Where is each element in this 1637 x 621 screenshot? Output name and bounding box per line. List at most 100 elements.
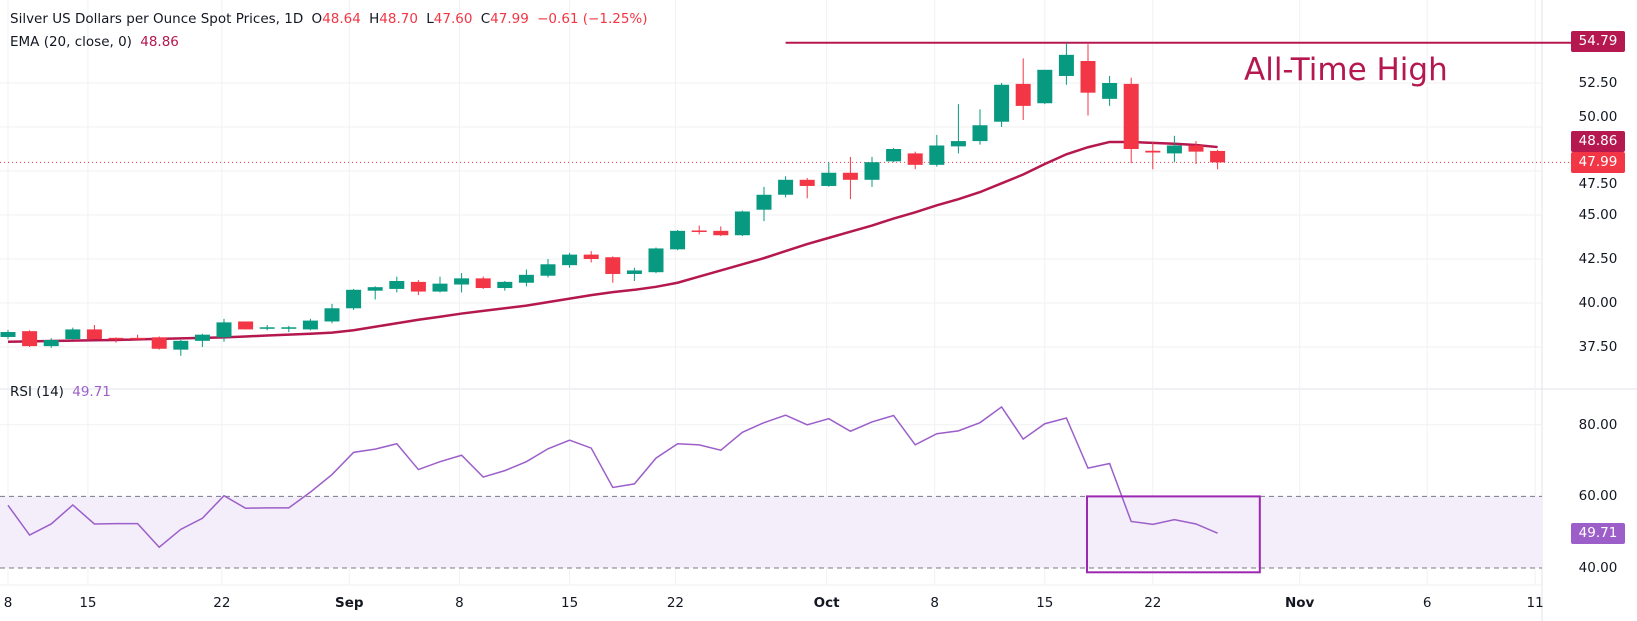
candle-down (86, 329, 102, 340)
ema-legend[interactable]: EMA (20, close, 0) 48.86 (10, 34, 183, 50)
open-value: O48.64 (311, 11, 361, 27)
candle-down (108, 337, 124, 340)
candle-up (994, 84, 1010, 122)
candle-up (756, 194, 772, 210)
price-axis-label: 42.50 (1578, 251, 1618, 267)
candle-up (518, 274, 534, 283)
candle-up (821, 172, 837, 186)
candle-up (670, 230, 686, 250)
candle-up (562, 254, 578, 266)
candle-up (648, 248, 664, 273)
ema-line (7, 140, 1218, 343)
candle-up (1037, 69, 1053, 104)
x-tick-label: 8 (455, 595, 464, 611)
x-tick-label: 22 (666, 595, 685, 611)
rsi-legend-value: 49.71 (72, 384, 111, 400)
candle-up (886, 149, 902, 162)
symbol-title: Silver US Dollars per Ounce Spot Prices,… (10, 11, 304, 27)
candle-down (1015, 83, 1031, 106)
x-tick-label: 11 (1526, 595, 1544, 611)
candle-down (1123, 83, 1139, 149)
candle-up (259, 327, 275, 329)
candle-up (626, 270, 642, 274)
candle-up (216, 322, 232, 338)
x-tick-label: Nov (1284, 595, 1315, 611)
candle-down (151, 337, 167, 349)
price-axis-label: 52.50 (1578, 75, 1618, 91)
candle-up (65, 329, 81, 340)
ema-price-tag: 48.86 (1571, 131, 1625, 152)
candle-down (1145, 150, 1161, 153)
candle-up (540, 264, 556, 276)
candle-down (907, 153, 923, 165)
candle-down (713, 230, 729, 236)
candle-up (43, 339, 59, 347)
x-tick-label: 15 (561, 595, 579, 611)
x-tick-label: 6 (1422, 595, 1432, 611)
candle-down (22, 331, 38, 347)
low-value: L47.60 (426, 11, 473, 27)
rsi-legend-label: RSI (14) (10, 384, 64, 400)
x-tick-label: Sep (334, 595, 364, 611)
candle-up (454, 278, 470, 285)
rsi-value-tag: 49.71 (1571, 523, 1625, 544)
candle-up (173, 340, 189, 350)
candle-down (799, 179, 815, 186)
candle-up (1058, 54, 1074, 76)
x-tick-label: 8 (930, 595, 939, 611)
symbol-legend: Silver US Dollars per Ounce Spot Prices,… (10, 11, 652, 27)
rsi-axis-label: 80.00 (1578, 416, 1618, 433)
rsi-axis-label: 40.00 (1578, 560, 1618, 576)
candle-up (972, 125, 988, 142)
candle-down (1210, 150, 1226, 163)
price-axis-label: 37.50 (1578, 339, 1618, 355)
last-price-tag: 47.99 (1571, 152, 1625, 173)
candle-down (583, 254, 599, 259)
price-axis-label: 40.00 (1578, 295, 1618, 311)
price-axis-label: 47.50 (1578, 176, 1618, 192)
candle-up (194, 334, 210, 341)
candle-down (1080, 61, 1096, 93)
ath-price-tag: 54.79 (1571, 31, 1625, 52)
rsi-highlight-box (1086, 495, 1261, 574)
price-axis-label: 50.00 (1578, 109, 1618, 125)
candle-down (842, 172, 858, 180)
all-time-high-annotation: All-Time High (1244, 52, 1448, 88)
candle-up (302, 320, 318, 330)
price-axis-label: 45.00 (1578, 207, 1618, 223)
rsi-legend[interactable]: RSI (14) 49.71 (10, 384, 115, 400)
rsi-line (7, 405, 1218, 549)
x-tick-label: 22 (213, 595, 231, 611)
x-tick-label: 15 (1036, 595, 1054, 611)
candle-down (238, 321, 254, 330)
candle-up (432, 283, 448, 292)
candle-down (691, 230, 707, 232)
candle-up (497, 281, 513, 289)
candle-down (130, 337, 146, 340)
candle-up (778, 179, 794, 195)
high-value: H48.70 (369, 11, 418, 27)
candle-up (950, 141, 966, 147)
candle-up (324, 308, 340, 322)
candle-up (734, 211, 750, 236)
candle-up (281, 327, 297, 329)
change-value: −0.61 (−1.25%) (537, 11, 648, 27)
candle-up (1166, 145, 1182, 154)
candle-down (410, 281, 426, 292)
x-tick-label: 22 (1144, 595, 1162, 611)
candle-down (605, 257, 621, 274)
close-value: C47.99 (480, 11, 529, 27)
x-tick-label: 15 (79, 595, 97, 611)
candle-down (475, 278, 491, 289)
rsi-axis-label: 60.00 (1578, 488, 1618, 505)
candle-up (864, 162, 880, 180)
candle-up (929, 145, 945, 165)
ema-legend-label: EMA (20, close, 0) (10, 34, 132, 50)
candle-up (389, 281, 405, 289)
x-tick-label: Oct (813, 595, 840, 611)
x-tick-label: 8 (3, 595, 13, 611)
candle-down (1188, 145, 1204, 152)
ema-legend-value: 48.86 (140, 34, 179, 50)
candle-up (1102, 83, 1118, 99)
